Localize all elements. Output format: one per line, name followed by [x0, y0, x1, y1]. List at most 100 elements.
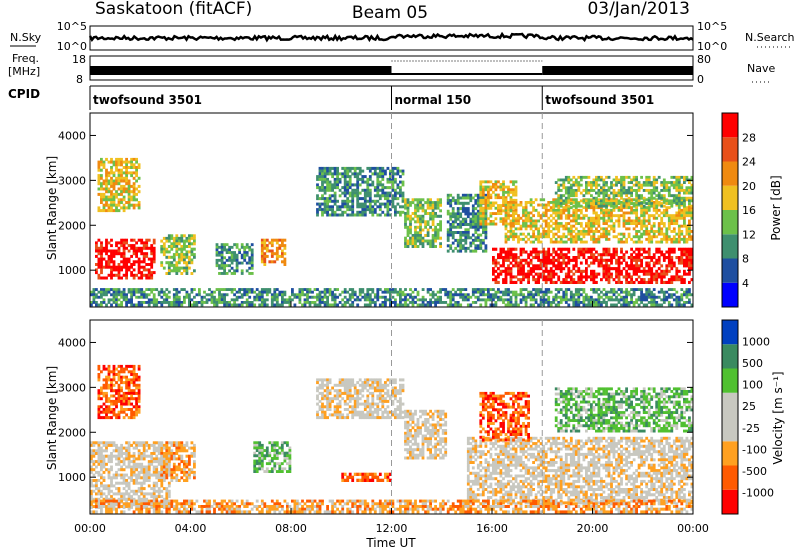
heatmap-cell: [547, 230, 551, 233]
heatmap-cell: [677, 206, 681, 210]
heatmap-cell: [597, 264, 601, 268]
heatmap-cell: [524, 295, 528, 299]
heatmap-cell: [100, 192, 103, 196]
heatmap-cell: [647, 216, 651, 220]
heatmap-cell: [625, 275, 628, 279]
heatmap-cell: [356, 213, 360, 217]
heatmap-cell: [321, 213, 324, 217]
heatmap-cell: [361, 210, 365, 214]
heatmap-cell: [150, 290, 154, 294]
heatmap-cell: [557, 189, 561, 192]
heatmap-cell: [373, 202, 377, 206]
heatmap-cell: [507, 301, 510, 304]
heatmap-cell: [399, 169, 402, 173]
heatmap-cell: [572, 191, 576, 195]
heatmap-cell: [469, 212, 473, 216]
heatmap-cell: [497, 256, 500, 260]
heatmap-cell: [652, 298, 656, 302]
heatmap-cell: [464, 231, 468, 234]
heatmap-cell: [107, 265, 111, 269]
heatmap-cell: [333, 298, 337, 302]
heatmap-cell: [137, 246, 141, 250]
heatmap-cell: [115, 462, 118, 466]
heatmap-cell: [476, 236, 480, 240]
heatmap-cell: [489, 295, 493, 299]
heatmap-cell: [597, 194, 601, 198]
heatmap-cell: [680, 250, 684, 254]
heatmap-cell: [162, 253, 166, 257]
heatmap-cell: [373, 166, 377, 170]
freq-bar-2: [542, 66, 693, 75]
heatmap-cell: [610, 202, 613, 205]
heatmap-cell: [487, 185, 490, 189]
heatmap-cell: [617, 181, 621, 184]
heatmap-cell: [660, 272, 664, 276]
heatmap-cell: [132, 263, 136, 266]
heatmap-cell: [532, 293, 535, 297]
heatmap-cell: [137, 201, 141, 204]
heatmap-cell: [112, 249, 116, 253]
heatmap-cell: [233, 243, 236, 247]
heatmap-cell: [404, 293, 407, 297]
heatmap-cell: [574, 206, 578, 210]
heatmap-cell: [650, 293, 654, 297]
heatmap-cell: [592, 301, 596, 304]
heatmap-cell: [263, 257, 267, 261]
heatmap-cell: [572, 181, 576, 184]
heatmap-cell: [564, 240, 568, 244]
heatmap-cell: [680, 208, 684, 212]
heatmap-cell: [449, 225, 453, 229]
heatmap-cell: [610, 214, 613, 218]
heatmap-cell: [120, 206, 123, 210]
heatmap-cell: [524, 227, 528, 231]
heatmap-cell: [677, 237, 681, 241]
heatmap-cell: [263, 290, 267, 294]
heatmap-cell: [504, 204, 508, 207]
heatmap-cell: [514, 211, 518, 215]
heatmap-cell: [476, 220, 480, 224]
heatmap-cell: [645, 232, 649, 236]
heatmap-cell: [167, 245, 171, 248]
heatmap-cell: [263, 246, 267, 250]
heatmap-cell: [607, 186, 611, 190]
heatmap-cell: [165, 250, 169, 254]
heatmap-cell: [92, 479, 96, 482]
heatmap-cell: [655, 211, 659, 215]
heatmap-cell: [92, 454, 96, 458]
heatmap-cell: [263, 301, 267, 304]
heatmap-cell: [504, 293, 508, 297]
heatmap-cell: [657, 196, 661, 200]
heatmap-cell: [461, 246, 465, 250]
heatmap-cell: [230, 253, 234, 257]
heatmap-cell: [454, 303, 458, 307]
heatmap-cell: [497, 212, 500, 215]
heatmap-cell: [165, 293, 169, 297]
heatmap-cell: [152, 298, 156, 302]
heatmap-cell: [97, 303, 101, 307]
heatmap-cell: [507, 264, 510, 268]
heatmap-cell: [597, 214, 601, 218]
heatmap-cell: [97, 454, 101, 458]
heatmap-cell: [552, 232, 556, 236]
heatmap-cell: [110, 268, 113, 272]
heatmap-cell: [303, 301, 307, 304]
heatmap-cell: [509, 230, 513, 233]
heatmap-cell: [127, 171, 131, 175]
heatmap-cell: [95, 263, 98, 266]
heatmap-cell: [132, 288, 136, 291]
heatmap-cell: [585, 250, 588, 254]
heatmap-cell: [690, 183, 694, 187]
heatmap-cell: [574, 199, 578, 203]
heatmap-cell: [677, 301, 681, 304]
heatmap-cell: [534, 301, 538, 304]
heatmap-cell: [577, 230, 581, 233]
heatmap-cell: [308, 301, 312, 304]
heatmap-cell: [615, 178, 618, 182]
power-ylabel: Slant Range [km]: [45, 156, 59, 260]
heatmap-cell: [338, 293, 342, 297]
heatmap-cell: [660, 269, 664, 273]
heatmap-cell: [607, 250, 611, 254]
heatmap-cell: [185, 272, 189, 275]
heatmap-cell: [637, 189, 641, 192]
heatmap-cell: [677, 183, 681, 187]
